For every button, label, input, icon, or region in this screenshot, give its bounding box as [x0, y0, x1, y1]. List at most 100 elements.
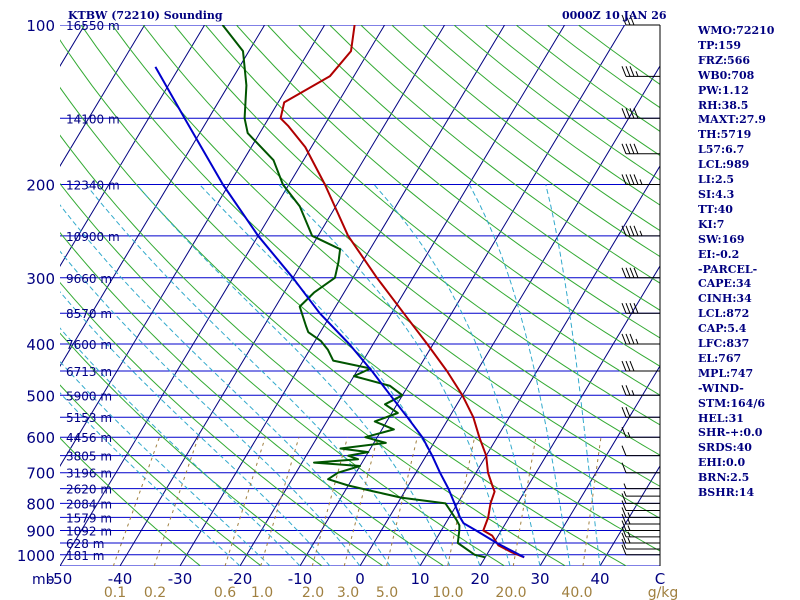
dry-adiabat-line: [236, 25, 660, 367]
wind-barb: [621, 267, 660, 279]
temp-unit-label: C: [655, 570, 665, 588]
dry-adiabat-line: [329, 25, 660, 284]
height-label: 4456 m: [66, 431, 112, 445]
moist-adiabat-line: [468, 184, 571, 566]
index-item: TP:159: [698, 38, 742, 52]
dry-adiabat-line: [111, 25, 660, 487]
isotherm-line: [0, 25, 25, 566]
dry-adiabat-line: [80, 25, 660, 519]
height-label: 2620 m: [66, 483, 112, 497]
valid-time: 0000Z 10 JAN 26: [562, 9, 667, 22]
pressure-label: 200: [26, 176, 55, 194]
height-label: 5153 m: [66, 411, 112, 425]
parcel-profile: [154, 66, 525, 559]
pressure-label: 700: [26, 465, 55, 483]
dry-adiabat-line: [205, 25, 660, 396]
index-item: LI:2.5: [698, 173, 735, 187]
moist-adiabat-line: [136, 184, 451, 566]
wind-barb: [623, 483, 660, 490]
moist-adiabat-line: [60, 392, 241, 566]
wind-barb: [621, 532, 660, 544]
temp-tick-label: -30: [168, 570, 193, 588]
temp-tick-label: -40: [108, 570, 133, 588]
height-label: 1579 m: [66, 511, 112, 525]
moist-adiabat-line: [85, 184, 421, 566]
wind-barb: [621, 526, 660, 538]
index-item: MAXT:27.9: [698, 113, 766, 127]
wind-barb: [621, 520, 660, 532]
mixing-ratio-line: [260, 437, 300, 566]
wind-barb: [621, 303, 660, 314]
station-title: KTBW (72210) Sounding: [68, 9, 223, 22]
index-item: WMO:72210: [698, 24, 775, 37]
isotherm-line: [60, 25, 326, 467]
dewpoint-profile: [221, 25, 486, 559]
isotherm-line: [119, 25, 446, 566]
wind-barb: [621, 14, 660, 26]
moist-adiabat-line: [278, 184, 511, 566]
height-label: 5900 m: [66, 389, 112, 403]
pressure-label: 800: [26, 495, 55, 513]
wind-barb: [621, 462, 660, 474]
dry-adiabat-line: [60, 332, 323, 566]
wind-barb: [621, 538, 660, 550]
index-item: SI:4.3: [698, 187, 735, 201]
dry-adiabat-line: [298, 25, 660, 311]
isotherm-line: [419, 165, 660, 566]
height-label: 181 m: [66, 549, 104, 563]
index-item: CINH:34: [698, 292, 752, 306]
index-item: CAP:5.4: [698, 322, 747, 336]
isotherm-line: [179, 25, 506, 566]
pressure-label: 600: [26, 429, 55, 447]
temp-tick-label: 10: [410, 570, 429, 588]
index-item: EL:767: [698, 351, 742, 365]
mixing-ratio-label: 5.0: [376, 585, 398, 600]
index-item: L57:6.7: [698, 143, 745, 157]
mixing-ratio-line: [512, 437, 537, 566]
top-height-label: 16550 m: [66, 19, 120, 33]
index-item: BRN:2.5: [698, 471, 750, 485]
index-item: LCL:872: [698, 307, 750, 321]
mixing-ratio-label: 40.0: [561, 585, 592, 600]
height-label: 10900 m: [66, 230, 120, 244]
mixing-ratio-line: [153, 437, 199, 566]
index-item: WB0:708: [698, 68, 755, 82]
mixing-ratio-label: 0.2: [144, 585, 166, 600]
wind-barb: [623, 490, 660, 497]
index-item: RH:38.5: [698, 98, 749, 112]
isotherm-line: [539, 365, 660, 566]
dry-adiabat-line: [60, 281, 384, 566]
wind-barb: [621, 407, 660, 418]
pressure-label: 100: [26, 17, 55, 35]
index-item: SW:169: [698, 232, 745, 246]
index-item: SHR-+:0.0: [698, 426, 763, 440]
moist-adiabat-line: [373, 184, 541, 566]
height-label: 3196 m: [66, 467, 112, 481]
index-item: HEL:31: [698, 411, 744, 425]
dry-adiabat-line: [60, 437, 201, 566]
wind-barb: [621, 108, 660, 119]
mixing-ratio-label: 3.0: [337, 585, 359, 600]
mixing-ratio-label: 1.0: [251, 585, 273, 600]
height-label: 14100 m: [66, 112, 120, 126]
height-label: 628 m: [66, 537, 104, 551]
temp-tick-label: 20: [470, 570, 489, 588]
temp-tick-label: -20: [228, 570, 253, 588]
index-item: EHI:0.0: [698, 456, 746, 470]
dry-adiabat-line: [60, 134, 566, 566]
mixing-ratio-line: [343, 437, 379, 566]
temperature-profile: [279, 25, 525, 559]
wind-barb: [621, 493, 660, 504]
pressure-label: 900: [26, 523, 55, 541]
temp-tick-label: -10: [288, 570, 313, 588]
temp-tick-label: -50: [48, 570, 73, 588]
index-item: -PARCEL-: [698, 262, 758, 276]
moist-adiabat-line: [60, 327, 301, 566]
dry-adiabat-line: [173, 25, 660, 426]
mixing-ratio-line: [224, 437, 266, 566]
pressure-label: 1000: [17, 547, 55, 565]
wind-barb: [621, 143, 660, 155]
index-item: BSHR:14: [698, 486, 755, 500]
index-item: TT:40: [698, 202, 733, 216]
